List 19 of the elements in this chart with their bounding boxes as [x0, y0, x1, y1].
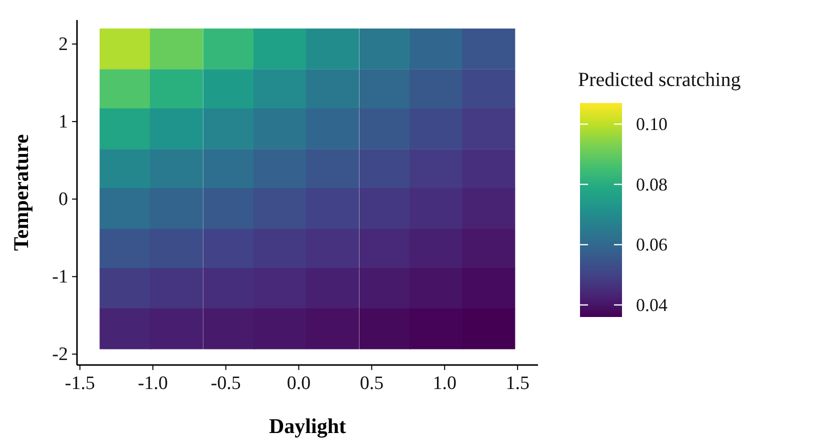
y-tick-label: 2: [58, 34, 68, 56]
color-bar-label: 0.06: [636, 234, 668, 255]
color-bar-title: Predicted scratching: [578, 69, 741, 91]
y-tick-label: 0: [58, 189, 68, 210]
color-bar-label: 0.10: [636, 114, 668, 134]
y-axis-title: Temperature: [9, 134, 33, 251]
color-bar-label: 0.08: [636, 174, 668, 194]
x-tick-label: -1.0: [138, 373, 168, 394]
x-axis-title: Daylight: [268, 414, 346, 438]
x-tick-label: 1.5: [506, 373, 530, 394]
y-tick-label: -1: [52, 266, 68, 288]
x-tick-label: -1.5: [64, 373, 95, 394]
y-tick-label: 1: [58, 112, 68, 133]
x-tick-label: 1.0: [432, 373, 457, 394]
x-tick-label: -0.5: [210, 373, 241, 394]
color-bar-label: 0.04: [636, 294, 668, 315]
y-tick-label: -2: [52, 344, 68, 366]
x-tick-label: 0.5: [360, 373, 384, 394]
x-tick-label: 0.0: [286, 373, 311, 394]
